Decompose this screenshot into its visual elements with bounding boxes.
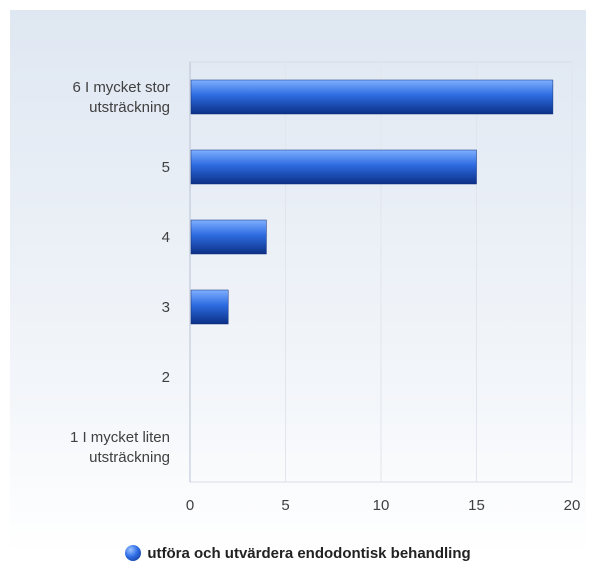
bar [190,149,477,185]
legend-series-label: utföra och utvärdera endodontisk behandl… [147,544,471,562]
x-tick-labels: 0 5 10 15 20 [186,497,581,514]
category-label: 2 [162,369,170,386]
category-label: 6 I mycket stor utsträckning [72,79,170,116]
x-tick-label: 5 [281,497,289,514]
x-tick-label: 10 [373,497,390,514]
legend: utföra och utvärdera endodontisk behandl… [0,541,596,565]
x-tick-label: 0 [186,497,194,514]
bar [190,289,229,325]
category-label: 3 [162,299,170,316]
category-label: 1 I mycket liten utsträckning [70,429,170,466]
legend-series-marker [125,545,142,561]
bar [190,79,554,115]
x-tick-label: 20 [564,497,581,514]
gridlines [285,62,573,482]
category-labels: 6 I mycket stor utsträckning 5 4 3 2 1 I mycke… [70,79,170,466]
category-label: 5 [162,159,170,176]
category-label: 4 [162,229,170,246]
bars [190,79,554,325]
x-tick-label: 15 [468,497,485,514]
bar [190,219,267,255]
